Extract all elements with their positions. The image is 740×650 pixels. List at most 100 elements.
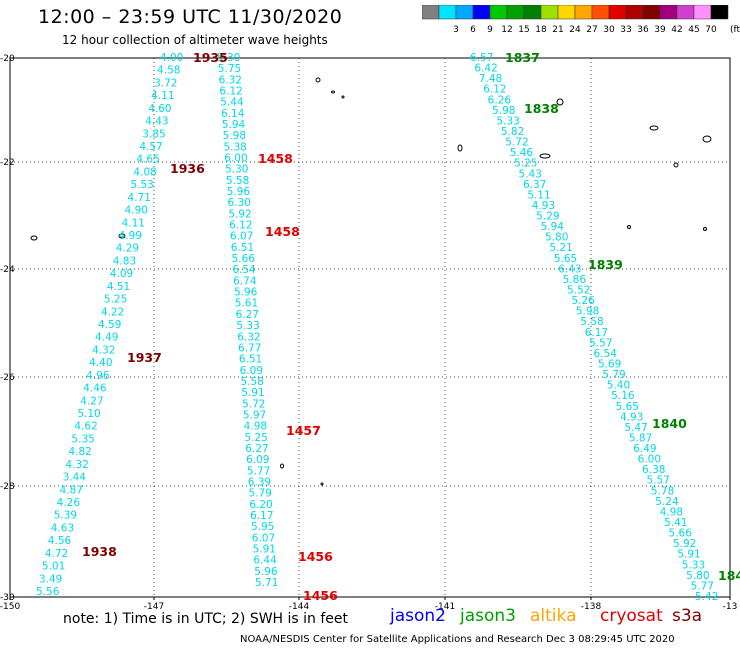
wave-height-label: 6.39 xyxy=(248,476,271,488)
wave-height-label: 4.26 xyxy=(57,497,81,509)
wave-height-label: 5.35 xyxy=(71,433,94,445)
wave-height-label: 4.99 xyxy=(119,230,142,242)
wave-height-label: 5.30 xyxy=(225,164,248,176)
wave-height-label: 5.58 xyxy=(226,175,249,187)
wave-height-label: 6.32 xyxy=(219,74,242,86)
wave-height-label: 5.92 xyxy=(673,538,696,550)
overpass-time-label: 1458 xyxy=(265,224,300,239)
wave-height-label: 5.40 xyxy=(607,380,630,392)
wave-height-label: 4.62 xyxy=(74,421,97,433)
wave-height-label: 6.00 xyxy=(638,454,661,466)
wave-height-label: 5.61 xyxy=(235,298,258,310)
overpass-time-label: 1838 xyxy=(524,101,559,116)
wave-height-label: 4.29 xyxy=(116,243,139,255)
wave-height-label: 6.07 xyxy=(252,532,275,544)
legend-s3a: s3a xyxy=(672,606,703,626)
wave-height-label: 4.65 xyxy=(136,154,159,166)
island-outline xyxy=(118,233,126,239)
wave-height-label: 6.12 xyxy=(483,84,506,96)
wave-height-label: 4.56 xyxy=(48,535,72,547)
overpass-time-label: 1456 xyxy=(298,549,333,564)
wave-height-label: 6.42 xyxy=(474,63,497,75)
wave-height-label: 5.69 xyxy=(598,358,621,370)
wave-height-label: 5.24 xyxy=(655,496,679,508)
wave-height-label: 5.33 xyxy=(496,115,519,127)
wave-height-label: 5.30 xyxy=(217,52,240,64)
overpass-time-label: 1938 xyxy=(82,544,117,559)
wave-height-label: 5.82 xyxy=(501,126,524,138)
island-outline xyxy=(457,144,463,152)
overpass-time-label: 1456 xyxy=(303,588,338,603)
island-outline xyxy=(315,77,321,83)
wave-height-label: 5.91 xyxy=(241,387,264,399)
wave-height-label: 5.78 xyxy=(651,485,674,497)
footer-note: note: 1) Time is in UTC; 2) SWH is in fe… xyxy=(63,611,349,627)
wave-height-label: 4.27 xyxy=(80,395,103,407)
wave-height-label: 5.80 xyxy=(545,232,568,244)
credit-line: NOAA/NESDIS Center for Satellite Applica… xyxy=(240,634,675,645)
wave-height-label: 4.63 xyxy=(51,522,74,534)
lon-tick-label: -141 xyxy=(435,602,455,612)
wave-height-label: 4.87 xyxy=(60,484,83,496)
wave-height-label: 4.90 xyxy=(125,205,148,217)
colorbar-tick-label: 42 xyxy=(671,25,682,35)
wave-height-label: 4.51 xyxy=(107,281,130,293)
wave-height-label: 6.07 xyxy=(230,231,253,243)
island-outline xyxy=(30,235,38,241)
lat-tick-label: -24 xyxy=(0,265,15,275)
colorbar-swatch xyxy=(710,5,729,20)
lon-tick-label: -147 xyxy=(144,602,164,612)
island-outline xyxy=(341,95,345,99)
wave-height-label: 6.00 xyxy=(224,153,247,165)
wave-height-label: 5.47 xyxy=(624,422,647,434)
wave-height-label: 4.93 xyxy=(620,411,643,423)
colorbar-tick-label: 27 xyxy=(586,25,597,35)
wave-height-label: 4.32 xyxy=(92,344,115,356)
wave-height-label: 5.98 xyxy=(576,306,599,318)
wave-height-label: 6.77 xyxy=(238,342,261,354)
colorbar-tick-label: 45 xyxy=(688,25,699,35)
wave-height-label: 6.17 xyxy=(250,510,273,522)
wave-height-label: 5.58 xyxy=(580,316,603,328)
overpass-time-label: 184 xyxy=(718,568,740,583)
wave-height-label: 5.25 xyxy=(104,294,127,306)
wave-height-label: 4.11 xyxy=(122,217,145,229)
wave-height-label: 5.72 xyxy=(242,398,265,410)
island-outline xyxy=(539,153,551,159)
wave-height-label: 3.49 xyxy=(39,573,62,585)
island-outline xyxy=(673,162,679,168)
wave-height-label: 5.92 xyxy=(228,208,251,220)
lon-tick-label: -150 xyxy=(0,602,20,612)
colorbar-tick-label: 3 xyxy=(453,25,459,35)
lat-tick-label: -28 xyxy=(0,482,15,492)
wave-height-label: 6.37 xyxy=(523,179,546,191)
wave-height-label: 5.25 xyxy=(244,432,267,444)
wave-height-label: 5.94 xyxy=(541,221,565,233)
wave-height-label: 3.85 xyxy=(142,128,165,140)
wave-height-label: 4.22 xyxy=(101,306,124,318)
wave-height-label: 5.21 xyxy=(549,242,572,254)
wave-height-label: 5.86 xyxy=(563,274,587,286)
wave-height-label: 5.77 xyxy=(247,465,270,477)
wave-height-label: 4.43 xyxy=(145,116,168,128)
wave-height-label: 6.44 xyxy=(253,555,277,567)
wave-height-label: 6.30 xyxy=(228,197,251,209)
wave-height-label: 4.71 xyxy=(128,192,151,204)
wave-height-label: 4.32 xyxy=(66,459,89,471)
lat-tick-label: -26 xyxy=(0,373,15,383)
wave-height-label: 5.96 xyxy=(254,566,278,578)
wave-height-label: 5.11 xyxy=(527,189,550,201)
wave-height-label: 5.42 xyxy=(695,591,718,603)
wave-height-label: 4.82 xyxy=(68,446,91,458)
wave-height-label: 5.66 xyxy=(232,253,256,265)
wave-height-label: 4.46 xyxy=(83,383,107,395)
wave-height-label: 5.71 xyxy=(255,577,278,589)
colorbar-tick-label: 36 xyxy=(637,25,649,35)
wave-height-label: 5.97 xyxy=(243,409,266,421)
wave-height-label: 5.41 xyxy=(664,517,687,529)
lat-tick-label: -20 xyxy=(0,54,15,64)
wave-height-label: 4.59 xyxy=(98,319,121,331)
legend-cryosat: cryosat xyxy=(600,606,663,626)
map-frame xyxy=(9,57,731,598)
wave-height-label: 4.49 xyxy=(95,332,118,344)
